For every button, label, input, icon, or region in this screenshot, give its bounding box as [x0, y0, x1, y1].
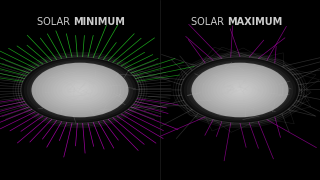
Circle shape	[191, 63, 289, 117]
Text: MAXIMUM: MAXIMUM	[227, 17, 283, 27]
Text: SOLAR: SOLAR	[191, 17, 227, 27]
Text: SOLAR: SOLAR	[37, 17, 74, 27]
Circle shape	[31, 63, 129, 117]
Text: MINIMUM: MINIMUM	[74, 17, 125, 27]
